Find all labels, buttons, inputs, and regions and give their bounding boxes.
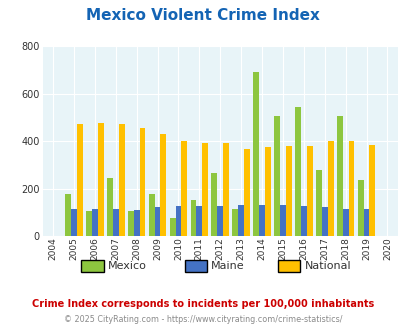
Bar [315, 170, 321, 236]
Bar [118, 124, 124, 236]
Bar [196, 206, 202, 236]
Bar [273, 116, 279, 236]
Bar [211, 173, 217, 236]
Bar [363, 210, 369, 236]
Bar [321, 208, 327, 236]
Text: Mexico Violent Crime Index: Mexico Violent Crime Index [86, 8, 319, 23]
Bar [243, 149, 249, 236]
Bar [202, 144, 208, 236]
Bar [306, 146, 312, 236]
Bar [169, 218, 175, 236]
Bar [190, 200, 196, 236]
Bar [223, 144, 228, 236]
Bar [65, 194, 71, 236]
Bar [279, 205, 285, 236]
Bar [285, 146, 291, 236]
Bar [336, 116, 342, 236]
Bar [253, 72, 258, 236]
Bar [238, 205, 243, 236]
Bar [264, 147, 270, 236]
Bar [86, 211, 92, 236]
Bar [348, 141, 354, 236]
Text: National: National [304, 261, 350, 271]
Text: Maine: Maine [211, 261, 244, 271]
Text: Mexico: Mexico [107, 261, 146, 271]
Bar [160, 134, 166, 236]
Bar [327, 141, 333, 236]
Bar [113, 209, 118, 236]
Bar [175, 206, 181, 236]
Bar [71, 210, 77, 236]
Bar [217, 206, 223, 236]
Bar [294, 107, 300, 236]
Bar [107, 178, 113, 236]
Text: Crime Index corresponds to incidents per 100,000 inhabitants: Crime Index corresponds to incidents per… [32, 299, 373, 309]
Bar [139, 128, 145, 236]
Bar [232, 209, 238, 236]
Bar [258, 205, 264, 236]
Bar [342, 210, 348, 236]
Bar [133, 210, 139, 236]
Bar [128, 211, 133, 236]
Bar [357, 180, 363, 236]
Bar [181, 141, 187, 236]
Bar [92, 210, 98, 236]
Bar [300, 206, 306, 236]
Bar [98, 123, 103, 236]
Bar [369, 145, 374, 236]
Bar [77, 124, 83, 236]
Bar [148, 194, 154, 236]
Bar [154, 208, 160, 236]
Text: © 2025 CityRating.com - https://www.cityrating.com/crime-statistics/: © 2025 CityRating.com - https://www.city… [64, 315, 341, 324]
